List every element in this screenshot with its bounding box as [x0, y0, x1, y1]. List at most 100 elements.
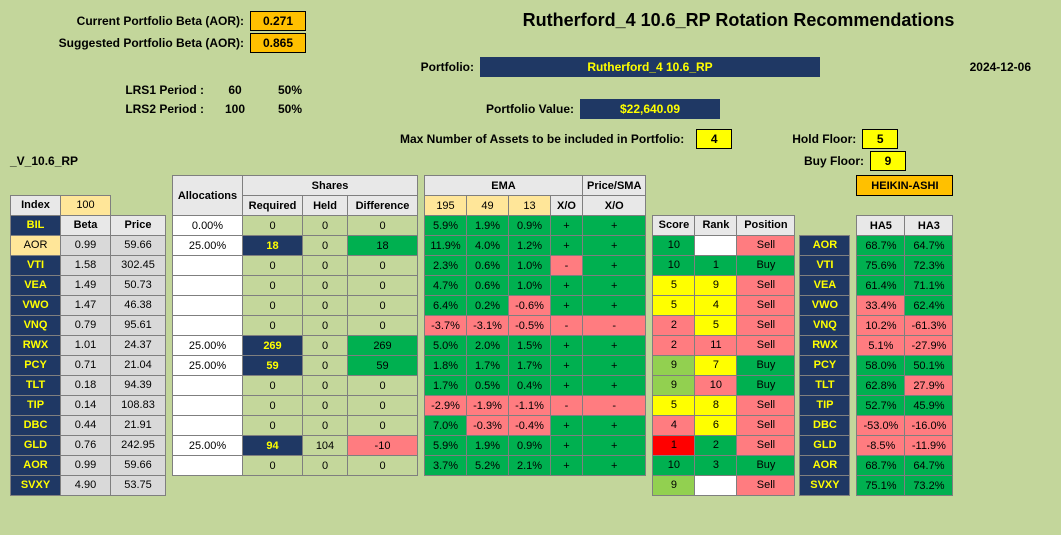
alloc-cell [173, 416, 243, 436]
price-cell: 21.04 [111, 355, 166, 375]
xo1-cell: + [551, 296, 583, 316]
table-row: 11.9%4.0%1.2%++ [425, 236, 646, 256]
ticker-cell: SVXY [11, 475, 61, 495]
max-assets-label: Max Number of Assets to be included in P… [400, 132, 690, 146]
table-row: 10.2%-61.3% [857, 316, 953, 336]
table-row: 000 [173, 416, 418, 436]
ha5-cell: 68.7% [857, 236, 905, 256]
alloc-cell: 25.00% [173, 436, 243, 456]
table-row: -8.5%-11.9% [857, 436, 953, 456]
col-ema13: 13 [509, 196, 551, 216]
xo2-cell: + [583, 276, 646, 296]
diff-cell: 0 [348, 256, 418, 276]
table-row: SVXY4.9053.75 [11, 475, 166, 495]
required-cell: 269 [243, 336, 303, 356]
diff-cell: 0 [348, 376, 418, 396]
ha3-cell: 71.1% [905, 276, 953, 296]
beta-cell: 1.47 [61, 295, 111, 315]
ema49-cell: -0.3% [467, 416, 509, 436]
ha3-cell: 73.2% [905, 476, 953, 496]
table-row: 25.00%18018 [173, 236, 418, 256]
xo2-cell: - [583, 396, 646, 416]
xo1-cell: + [551, 276, 583, 296]
table-row: 2.3%0.6%1.0%-+ [425, 256, 646, 276]
ticker-cell: PCY [11, 355, 61, 375]
col-ema49: 49 [467, 196, 509, 216]
table-row: 46Sell [653, 415, 795, 435]
ema195-cell: 11.9% [425, 236, 467, 256]
diff-cell: 0 [348, 276, 418, 296]
ema49-cell: -3.1% [467, 316, 509, 336]
ticker-cell: AOR [11, 235, 61, 255]
xo2-cell: + [583, 356, 646, 376]
page-title: Rutherford_4 10.6_RP Rotation Recommenda… [426, 10, 1051, 31]
score-cell: 2 [653, 335, 695, 355]
lrs2-period: 100 [210, 102, 260, 116]
ticker-cell: DBC [11, 415, 61, 435]
ema49-cell: 2.0% [467, 336, 509, 356]
ha3-cell: 64.7% [905, 236, 953, 256]
table-row: 211Sell [653, 335, 795, 355]
rank-cell: 9 [695, 275, 737, 295]
xo2-cell: + [583, 436, 646, 456]
portfolio-label: Portfolio: [410, 60, 480, 74]
ha3-cell: -16.0% [905, 416, 953, 436]
table-row: 52.7%45.9% [857, 396, 953, 416]
score-cell: 5 [653, 395, 695, 415]
ema13-cell: 2.1% [509, 456, 551, 476]
alloc-cell: 0.00% [173, 216, 243, 236]
ha5-cell: 10.2% [857, 316, 905, 336]
buy-floor-label: Buy Floor: [790, 154, 870, 168]
table-row: 5.0%2.0%1.5%++ [425, 336, 646, 356]
ha3-cell: -61.3% [905, 316, 953, 336]
table-row: 1.8%1.7%1.7%++ [425, 356, 646, 376]
held-cell: 0 [303, 256, 348, 276]
ha3-cell: -11.9% [905, 436, 953, 456]
ema13-cell: 1.0% [509, 256, 551, 276]
ha3-cell: 62.4% [905, 296, 953, 316]
alloc-cell: 25.00% [173, 236, 243, 256]
rank-cell: 4 [695, 295, 737, 315]
table-row: 101Buy [653, 255, 795, 275]
ema49-cell: 0.6% [467, 256, 509, 276]
xo2-cell: + [583, 456, 646, 476]
beta-cell: 0.79 [61, 315, 111, 335]
rank-cell: 8 [695, 395, 737, 415]
ticker-cell: AOR [11, 455, 61, 475]
ha5-cell: 52.7% [857, 396, 905, 416]
score-cell: 1 [653, 435, 695, 455]
table-row: 000 [173, 316, 418, 336]
table-row: VNQ [800, 315, 850, 335]
col-held: Held [303, 196, 348, 216]
ema13-cell: 0.9% [509, 436, 551, 456]
report-date: 2024-12-06 [820, 60, 1051, 74]
table-row: 97Buy [653, 355, 795, 375]
rank-cell: 1 [695, 255, 737, 275]
lrs1-period: 60 [210, 83, 260, 97]
beta-cell: 0.99 [61, 235, 111, 255]
xo1-cell: - [551, 396, 583, 416]
xo2-cell: + [583, 336, 646, 356]
ticker2-cell: VWO [800, 295, 850, 315]
table-row: 25.00%2690269 [173, 336, 418, 356]
xo2-cell: + [583, 376, 646, 396]
table-row: 68.7%64.7% [857, 456, 953, 476]
position-cell: Sell [737, 235, 795, 255]
col-price: Price [111, 215, 166, 235]
ema13-cell: 0.4% [509, 376, 551, 396]
ema195-cell: 3.7% [425, 456, 467, 476]
table-row: 4.7%0.6%1.0%++ [425, 276, 646, 296]
price-cell: 95.61 [111, 315, 166, 335]
ticker2-cell: AOR [800, 235, 850, 255]
buy-floor-value: 9 [870, 151, 906, 171]
table-row: TLT [800, 375, 850, 395]
xo2-cell: + [583, 256, 646, 276]
ema195-cell: 5.0% [425, 336, 467, 356]
position-cell: Buy [737, 455, 795, 475]
suggested-beta-label: Suggested Portfolio Beta (AOR): [10, 36, 250, 50]
held-cell: 0 [303, 236, 348, 256]
table-row: 5.9%1.9%0.9%++ [425, 216, 646, 236]
required-cell: 0 [243, 316, 303, 336]
ticker-cell: GLD [11, 435, 61, 455]
table-row: 62.8%27.9% [857, 376, 953, 396]
